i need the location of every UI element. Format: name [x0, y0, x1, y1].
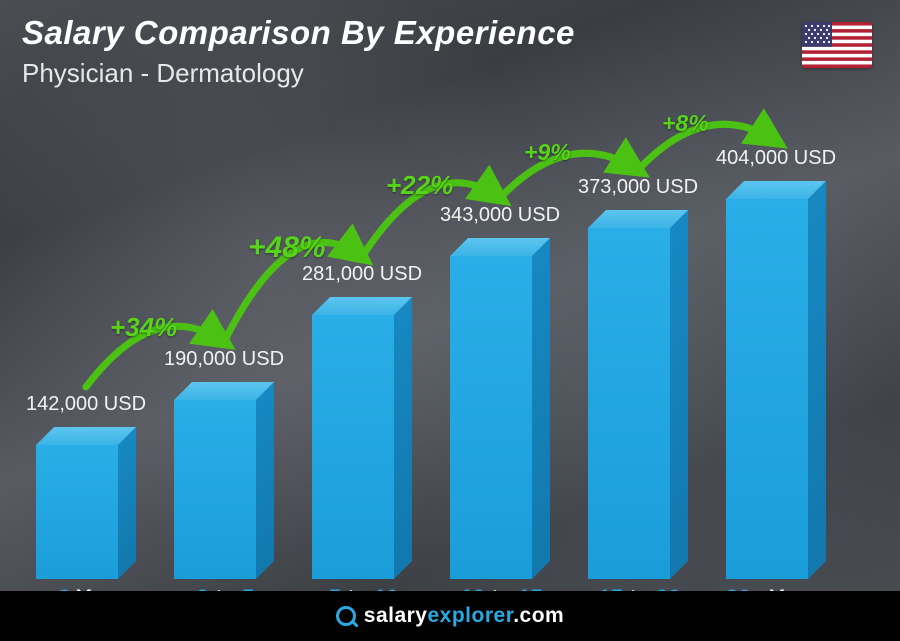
footer-bar: salaryexplorer.com — [0, 591, 900, 641]
usa-flag-icon — [802, 22, 872, 68]
footer-brand-accent: explorer — [428, 604, 514, 627]
footer-brand-prefix: salary — [364, 604, 428, 627]
magnifier-icon — [336, 606, 356, 626]
bar-chart: 142,000 USD< 2 Years190,000 USD2 to 5281… — [0, 99, 900, 579]
increase-label: +8% — [662, 110, 709, 137]
title-block: Salary Comparison By Experience Physicia… — [22, 14, 575, 89]
footer-brand: salaryexplorer.com — [364, 604, 564, 628]
page-subtitle: Physician - Dermatology — [22, 58, 575, 89]
increase-arc — [0, 99, 900, 579]
footer-brand-suffix: .com — [513, 604, 564, 627]
page-title: Salary Comparison By Experience — [22, 14, 575, 52]
infographic-canvas: Salary Comparison By Experience Physicia… — [0, 0, 900, 641]
